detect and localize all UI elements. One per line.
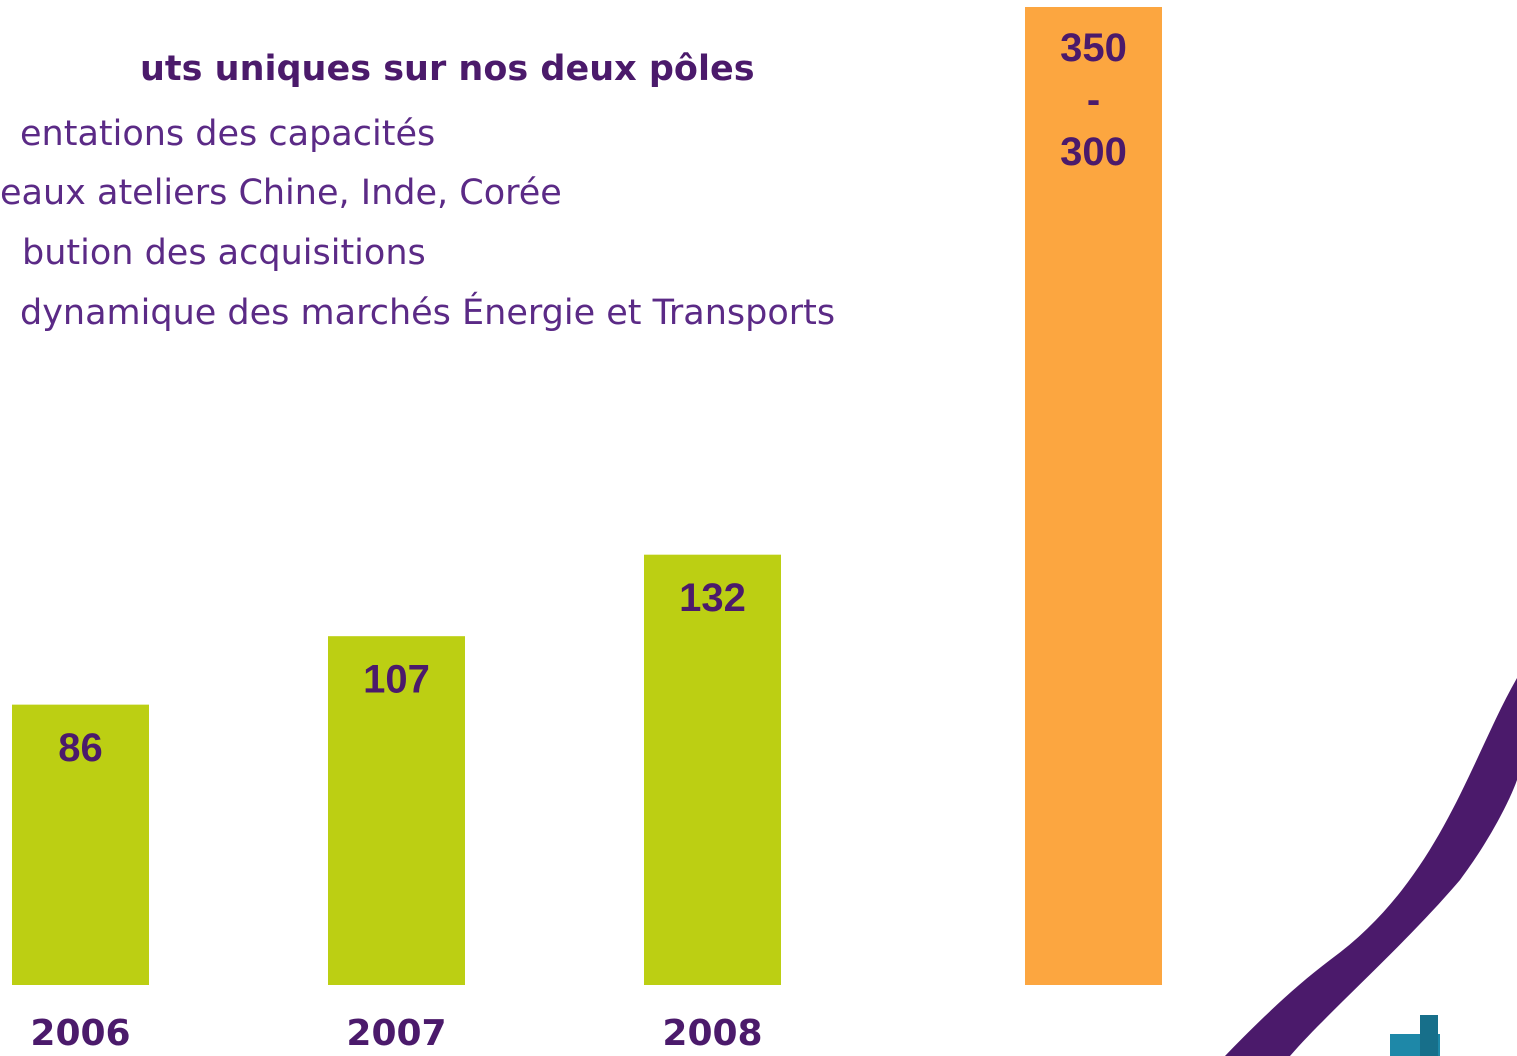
value-label: 350 - 300 — [1060, 26, 1127, 174]
value-label: 86 — [58, 726, 103, 770]
bullet: eaux ateliers Chine, Inde, Corée — [0, 173, 562, 213]
value-label: 132 — [679, 576, 746, 620]
bar — [1025, 7, 1162, 985]
x-tick-label: 2008 — [662, 1013, 762, 1054]
bar — [12, 704, 149, 985]
bullet: entations des capacités — [20, 114, 435, 154]
decor-swoosh — [1225, 678, 1517, 1056]
x-tick-label: 2007 — [346, 1013, 446, 1054]
bullet: bution des acquisitions — [22, 233, 426, 273]
value-label-line: - — [1087, 78, 1100, 122]
chart-title: uts uniques sur nos deux pôles — [140, 49, 755, 89]
decor-logo — [1420, 1015, 1438, 1056]
value-label-line: 350 — [1060, 26, 1127, 70]
value-label: 107 — [363, 658, 430, 702]
bar — [328, 636, 465, 985]
x-tick-label: 2006 — [30, 1013, 130, 1054]
bullet: dynamique des marchés Énergie et Transpo… — [20, 291, 835, 333]
bar — [644, 554, 781, 985]
value-label-line: 300 — [1060, 130, 1127, 174]
